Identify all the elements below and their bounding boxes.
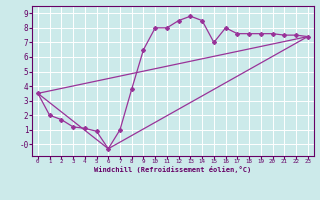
X-axis label: Windchill (Refroidissement éolien,°C): Windchill (Refroidissement éolien,°C): [94, 166, 252, 173]
